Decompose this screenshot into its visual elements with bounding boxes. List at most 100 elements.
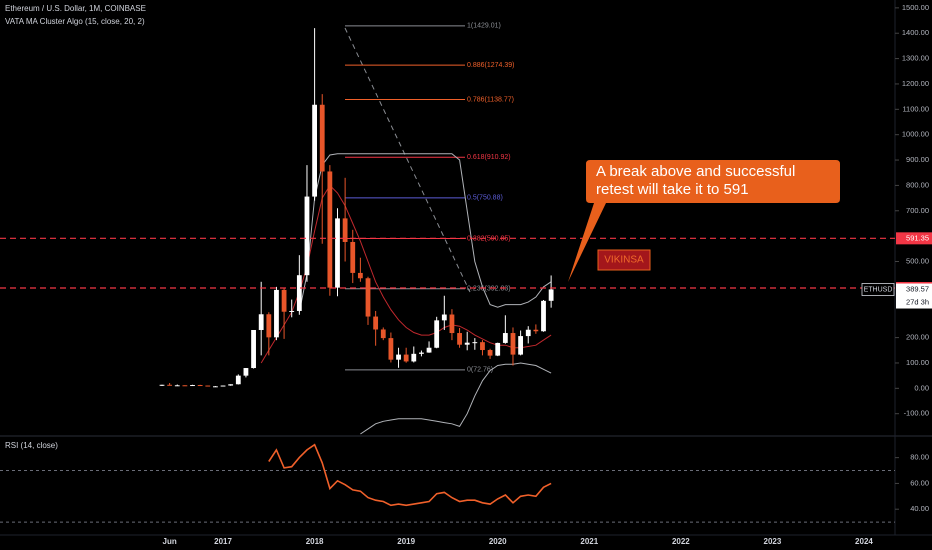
callout-text: retest will take it to 591 — [596, 181, 749, 198]
axes: 1500.00 1400.00 1300.00 1200.00 1100.00 1000.… — [163, 3, 932, 546]
candle-body — [243, 368, 249, 376]
y-tick-label: 800.00 — [906, 180, 929, 189]
candle-body — [495, 342, 501, 356]
x-tick-label: 2021 — [580, 537, 598, 546]
candle-body — [213, 386, 218, 388]
rsi-tick-label: 40.00 — [910, 504, 929, 513]
trend-line — [344, 27, 471, 293]
x-tick-label: 2020 — [489, 537, 507, 546]
y-tick-label: 1100.00 — [902, 104, 929, 113]
candle-body — [205, 385, 211, 387]
candle-body — [266, 314, 272, 338]
candle-body — [197, 385, 203, 387]
callout-box — [568, 160, 840, 282]
indicator-line — [260, 184, 552, 364]
y-tick-label: 0.00 — [914, 383, 929, 392]
candle-body — [373, 316, 379, 330]
candle-body — [533, 329, 539, 332]
candle-body — [258, 314, 264, 330]
y-tick-label: -100.00 — [904, 409, 929, 418]
fib-label: 0.618(910.92) — [467, 154, 511, 161]
x-tick-label: 2017 — [214, 537, 232, 546]
candle-body — [518, 336, 524, 355]
y-tick-label: 200.00 — [906, 333, 929, 342]
fib-label: 0.5(750.88) — [467, 195, 503, 202]
y-tick-label: 700.00 — [906, 206, 929, 215]
candle-body — [487, 350, 493, 356]
candle-body — [472, 342, 478, 344]
candle-body — [228, 384, 234, 386]
candle-body — [480, 342, 485, 351]
price-level-badge — [896, 232, 932, 245]
candle-body — [274, 289, 279, 338]
x-tick-label: 2024 — [855, 537, 873, 546]
y-tick-label: 500.00 — [906, 256, 929, 265]
candle-body — [502, 333, 508, 343]
signature-box — [597, 249, 651, 271]
candle-body — [235, 375, 241, 385]
fib-label: 0.786(1138.77) — [467, 96, 514, 103]
y-tick-label: 1000.00 — [902, 130, 929, 139]
last-price-symbol: ETHUSD — [864, 286, 893, 293]
indicator-line — [298, 153, 552, 313]
candle-body — [357, 272, 363, 279]
candle-body — [304, 196, 310, 276]
candle-body — [380, 329, 386, 339]
candle-body — [365, 278, 371, 317]
chart-title: Ethereum / U.S. Dollar, 1M, COINBASE — [5, 4, 146, 13]
indicator-line — [360, 362, 552, 435]
candle-body — [525, 329, 531, 337]
x-tick-label: 2022 — [672, 537, 690, 546]
candle-body — [190, 385, 195, 387]
rsi-title: RSI (14, close) — [5, 441, 58, 450]
rsi-line — [268, 443, 552, 507]
price-level-label: 591.35 — [906, 233, 929, 242]
fib-label: 0.886(1274.39) — [467, 62, 514, 69]
candle-body — [182, 385, 188, 387]
rsi-tick-label: 60.00 — [910, 478, 929, 487]
indicator-title: VATA MA Cluster Algo (15, close, 20, 2) — [5, 17, 145, 26]
candle-body — [174, 385, 180, 387]
fib-label: 1(1429.01) — [467, 23, 501, 30]
candle-body — [350, 241, 356, 273]
y-tick-label: 100.00 — [906, 358, 929, 367]
candle-body — [434, 320, 440, 348]
candle-body — [396, 354, 401, 360]
fib-label: 0(72.76) — [467, 367, 493, 374]
callout: A break above and successful retest will… — [568, 160, 840, 282]
last-price-symbol-box — [861, 283, 895, 296]
x-tick-label: Jun — [163, 537, 177, 546]
candle-body — [411, 353, 417, 362]
candle-body — [426, 347, 432, 353]
candle-body — [319, 104, 325, 172]
last-price-value: 389.57 — [906, 285, 929, 294]
candle-body — [289, 310, 295, 312]
candle-body — [449, 314, 455, 334]
candle-body — [159, 384, 165, 386]
candle-body — [296, 275, 302, 311]
y-tick-label: 900.00 — [906, 155, 929, 164]
candle-body — [312, 104, 317, 197]
candle-body — [335, 218, 340, 288]
candle-body — [327, 171, 333, 288]
candle-body — [251, 329, 256, 369]
candle-body — [342, 218, 348, 242]
y-tick-label: 1300.00 — [902, 54, 929, 63]
candle-body — [541, 300, 546, 332]
candle-body — [388, 338, 394, 360]
candle-body — [419, 352, 424, 354]
candle-body — [548, 289, 554, 301]
candle-body — [457, 333, 462, 345]
rsi-pane — [0, 443, 895, 523]
y-tick-label: 1200.00 — [902, 79, 929, 88]
fib-label: 0.382(590.85) — [467, 235, 511, 242]
candle-body — [220, 385, 226, 387]
candle-body — [281, 289, 287, 312]
main-pane: 1(1429.01) 0.886(1274.39) 0.786(1138.77) 0.… — [0, 23, 895, 435]
candle-body — [441, 314, 447, 321]
x-tick-label: 2019 — [397, 537, 415, 546]
candle-body — [510, 333, 516, 355]
y-tick-label: 1500.00 — [902, 3, 929, 12]
